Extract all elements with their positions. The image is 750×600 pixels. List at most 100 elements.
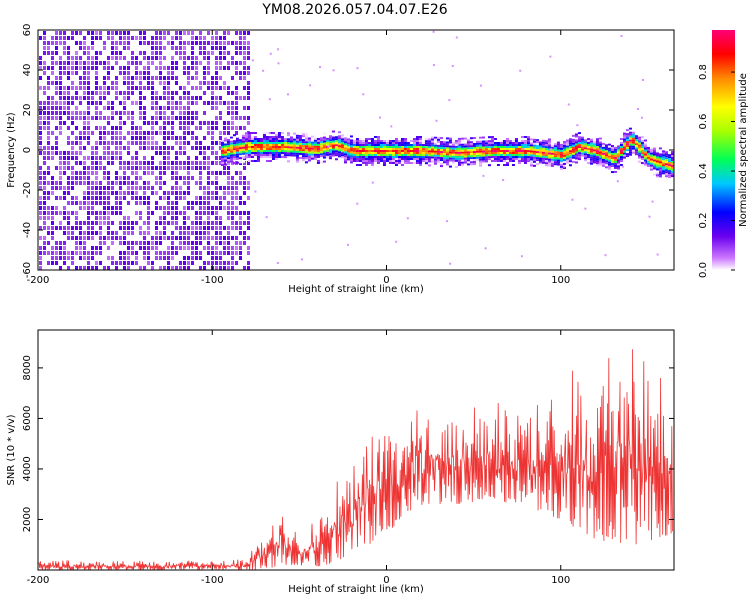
noise-cell [95, 211, 98, 215]
ridge-cell [556, 161, 560, 164]
noise-cell [99, 226, 102, 230]
noise-cell [55, 181, 58, 185]
ridge-cell [481, 148, 485, 151]
ridge-cell [649, 152, 653, 155]
ridge-cell [610, 153, 614, 156]
ridge-cell [496, 154, 500, 156]
noise-cell [107, 216, 110, 220]
noise-cell [227, 231, 230, 235]
noise-cell [55, 86, 58, 90]
ridge-cell [331, 136, 335, 139]
noise-cell [223, 36, 226, 40]
ridge-cell [511, 138, 515, 140]
noise-cell [47, 196, 50, 200]
noise-cell [171, 116, 174, 120]
noise-cell [39, 141, 42, 145]
ridge-cell [346, 138, 350, 141]
ridge-cell [475, 140, 479, 143]
noise-cell [203, 121, 206, 125]
ridge-cell [526, 146, 530, 149]
ridge-cell [328, 135, 332, 138]
ridge-cell [535, 149, 539, 152]
noise-cell [183, 136, 186, 140]
ridge-cell [421, 158, 425, 161]
noise-cell [115, 231, 118, 235]
noise-cell [159, 31, 162, 35]
ridge-cell [541, 141, 545, 144]
ridge-cell [508, 152, 512, 154]
noise-cell [231, 236, 234, 240]
stray-cell [576, 124, 579, 127]
ridge-cell [436, 158, 440, 161]
ridge-cell [451, 159, 455, 162]
ridge-cell [634, 145, 638, 148]
ridge-cell [559, 165, 563, 168]
ridge-cell [562, 166, 566, 169]
noise-cell [127, 161, 130, 165]
ridge-cell [553, 147, 557, 150]
noise-cell [87, 61, 90, 65]
ridge-cell [226, 149, 230, 152]
noise-cell [111, 151, 114, 155]
ridge-cell [334, 156, 338, 159]
ridge-cell [517, 162, 521, 164]
ridge-cell [667, 178, 671, 181]
ridge-cell [316, 153, 320, 156]
ridge-cell [634, 147, 638, 150]
ridge-cell [466, 143, 470, 146]
noise-cell [159, 256, 162, 260]
noise-cell [131, 156, 134, 160]
figure-title: YM08.2026.057.04.07.E26 [261, 2, 447, 18]
noise-cell [111, 191, 114, 195]
noise-cell [159, 46, 162, 50]
noise-cell [111, 161, 114, 165]
ridge-cell [403, 148, 407, 150]
ridge-cell [628, 129, 632, 132]
noise-cell [83, 176, 86, 180]
noise-cell [87, 216, 90, 220]
noise-cell [63, 156, 66, 160]
noise-cell [159, 126, 162, 130]
ridge-cell [448, 153, 452, 156]
noise-cell [143, 256, 146, 260]
ridge-cell [562, 142, 566, 145]
ridge-cell [310, 135, 314, 138]
ridge-cell [283, 136, 287, 139]
ridge-cell [349, 145, 353, 148]
noise-cell [111, 111, 114, 115]
noise-cell [219, 66, 222, 70]
ridge-cell [655, 154, 659, 157]
noise-cell [63, 211, 66, 215]
noise-cell [171, 41, 174, 45]
noise-cell [47, 111, 50, 115]
ridge-cell [352, 148, 356, 150]
ridge-cell [586, 148, 590, 151]
noise-cell [95, 66, 98, 70]
ridge-cell [649, 150, 653, 153]
ridge-cell [232, 144, 236, 147]
ridge-cell [544, 160, 548, 163]
ridge-cell [409, 142, 413, 144]
ridge-cell [466, 145, 470, 148]
noise-cell [63, 106, 66, 110]
noise-cell [119, 41, 122, 45]
ridge-cell [391, 144, 395, 146]
ridge-cell [529, 148, 533, 151]
noise-cell [167, 106, 170, 110]
ridge-cell [352, 154, 356, 156]
ridge-cell [340, 152, 344, 155]
ridge-cell [499, 144, 503, 146]
ridge-cell [487, 160, 491, 163]
noise-cell [83, 231, 86, 235]
ridge-cell [382, 154, 386, 156]
ridge-cell [322, 144, 326, 147]
ridge-cell [667, 176, 671, 179]
noise-cell [235, 241, 238, 245]
noise-cell [219, 146, 222, 150]
ridge-cell [481, 146, 485, 149]
noise-cell [223, 86, 226, 90]
noise-cell [179, 31, 182, 35]
ridge-cell [250, 160, 254, 162]
noise-cell [87, 176, 90, 180]
